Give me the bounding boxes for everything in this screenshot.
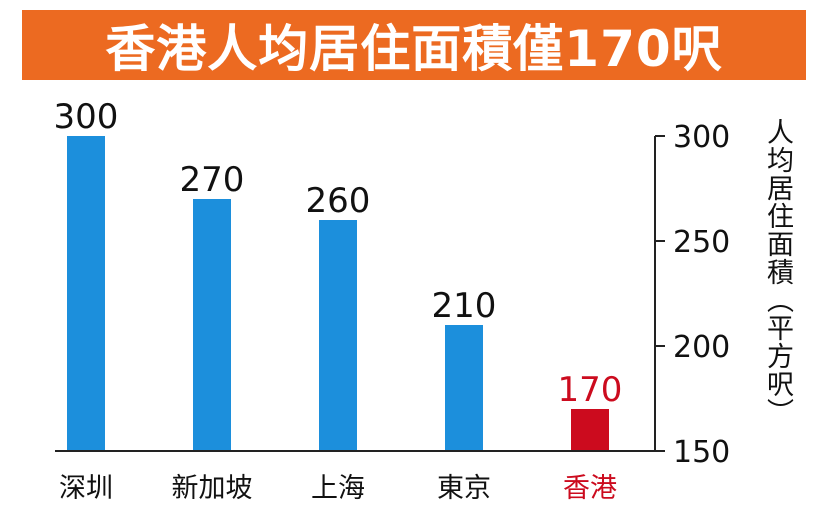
bars-layer [67, 136, 609, 451]
bar-4 [571, 409, 609, 451]
title-banner: 香港人均居住面積僅170呎 [22, 10, 806, 80]
x-axis-categories: 深圳 新加坡 上海 東京 香港 [59, 473, 617, 504]
category-label-2: 上海 [311, 473, 365, 504]
bar-3 [445, 325, 483, 451]
bar-0 [67, 136, 105, 451]
y-axis-label: 人均居住面積（平方呎） [762, 118, 793, 426]
y-tick-label-2: 250 [673, 225, 730, 260]
value-label-1: 270 [180, 160, 245, 200]
value-label-0: 300 [54, 97, 119, 137]
category-label-4: 香港 [563, 473, 617, 504]
chart-title: 香港人均居住面積僅170呎 [105, 20, 723, 78]
y-tick-label-1: 200 [673, 330, 730, 365]
bar-1 [193, 199, 231, 451]
value-labels-layer: 300 270 260 210 170 [54, 97, 623, 410]
value-label-4: 170 [558, 370, 623, 410]
y-axis-label-container: 人均居住面積（平方呎） [760, 118, 794, 426]
category-label-1: 新加坡 [172, 473, 253, 504]
category-label-3: 東京 [437, 473, 491, 504]
y-tick-label-3: 300 [673, 120, 730, 155]
value-label-2: 260 [306, 181, 371, 221]
value-label-3: 210 [432, 286, 497, 326]
y-axis: 150 200 250 300 [55, 120, 730, 470]
category-label-0: 深圳 [59, 473, 113, 504]
y-tick-label-0: 150 [673, 435, 730, 470]
bar-2 [319, 220, 357, 451]
